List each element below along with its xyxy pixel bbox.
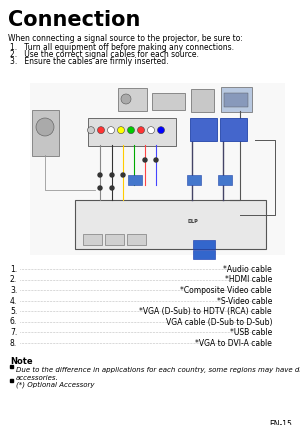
FancyBboxPatch shape [224,93,248,107]
Text: DLP: DLP [188,219,198,224]
FancyBboxPatch shape [193,250,215,259]
Circle shape [88,127,94,133]
Circle shape [98,173,102,177]
Circle shape [110,173,114,177]
FancyBboxPatch shape [220,117,247,141]
Circle shape [36,118,54,136]
Bar [30,83,285,255]
Circle shape [128,127,134,133]
FancyBboxPatch shape [152,93,184,110]
FancyBboxPatch shape [128,175,142,185]
Text: 5.: 5. [10,307,17,316]
FancyBboxPatch shape [118,88,146,110]
Text: (*) Optional Accessory: (*) Optional Accessory [16,381,95,388]
Circle shape [143,158,147,162]
Text: When connecting a signal source to the projector, be sure to:: When connecting a signal source to the p… [8,34,243,43]
Text: VGA cable (D-Sub to D-Sub): VGA cable (D-Sub to D-Sub) [166,317,272,326]
Circle shape [154,158,158,162]
FancyBboxPatch shape [190,88,214,111]
Text: 2.   Use the correct signal cables for each source.: 2. Use the correct signal cables for eac… [10,50,199,59]
Text: EN-15: EN-15 [269,420,292,425]
Circle shape [158,127,164,133]
Text: *VGA to DVI-A cable: *VGA to DVI-A cable [195,338,272,348]
FancyBboxPatch shape [104,233,124,244]
FancyBboxPatch shape [32,110,58,156]
Text: Connection: Connection [8,10,140,30]
Circle shape [148,127,154,133]
Text: *HDMI cable: *HDMI cable [225,275,272,284]
Circle shape [98,127,104,133]
Circle shape [137,127,145,133]
Text: 4.: 4. [10,297,17,306]
Text: *VGA (D-Sub) to HDTV (RCA) cable: *VGA (D-Sub) to HDTV (RCA) cable [140,307,272,316]
FancyBboxPatch shape [74,199,266,249]
FancyBboxPatch shape [82,233,101,244]
Text: Note: Note [10,357,33,366]
Circle shape [107,127,115,133]
FancyBboxPatch shape [218,175,232,185]
Text: 3.   Ensure the cables are firmly inserted.: 3. Ensure the cables are firmly inserted… [10,57,169,66]
Text: 8.: 8. [10,338,17,348]
Text: 2.: 2. [10,275,17,284]
Circle shape [110,186,114,190]
Bar [10,365,13,368]
Text: *USB cable: *USB cable [230,328,272,337]
Circle shape [121,173,125,177]
Text: *Audio cable: *Audio cable [223,265,272,274]
Circle shape [121,94,131,104]
FancyBboxPatch shape [187,175,201,185]
Circle shape [118,127,124,133]
FancyBboxPatch shape [193,240,215,249]
FancyBboxPatch shape [127,233,146,244]
Bar [10,379,13,382]
Text: Due to the difference in applications for each country, some regions may have di: Due to the difference in applications fo… [16,367,300,381]
Text: 7.: 7. [10,328,17,337]
Text: 3.: 3. [10,286,17,295]
Text: *Composite Video cable: *Composite Video cable [181,286,272,295]
FancyBboxPatch shape [220,87,251,111]
Text: *S-Video cable: *S-Video cable [217,297,272,306]
Text: 1.   Turn all equipment off before making any connections.: 1. Turn all equipment off before making … [10,43,234,52]
Circle shape [98,186,102,190]
FancyBboxPatch shape [88,117,176,145]
Text: 1.: 1. [10,265,17,274]
FancyBboxPatch shape [190,117,217,141]
Text: 6.: 6. [10,317,17,326]
